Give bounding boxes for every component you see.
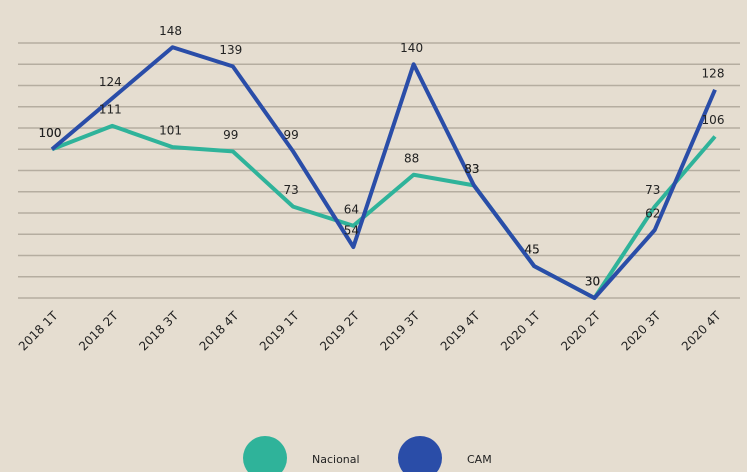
data-label: 128: [702, 66, 725, 80]
legend-label: CAM: [467, 453, 492, 466]
data-label: 64: [344, 202, 359, 216]
line: [51, 123, 717, 300]
data-label: 45: [525, 243, 540, 257]
data-label: 106: [702, 113, 725, 127]
legend-swatch: [243, 436, 287, 472]
x-tick-label: 2018 2T: [76, 308, 121, 353]
data-label: 148: [159, 24, 182, 38]
x-tick-label: 2019 2T: [317, 308, 362, 353]
legend-label: Nacional: [312, 453, 360, 466]
data-label: 100: [39, 126, 62, 140]
x-tick-label: 2020 3T: [619, 308, 664, 353]
data-label: 101: [159, 124, 182, 138]
data-label: 140: [400, 41, 423, 55]
x-tick-label: 2018 4T: [197, 308, 242, 353]
data-label: 54: [344, 224, 359, 238]
data-label: 45: [525, 243, 540, 257]
line: [50, 45, 717, 300]
data-label: 30: [585, 275, 600, 289]
x-tick-label: 2018 1T: [16, 308, 61, 353]
x-tick-label: 2020 1T: [498, 308, 543, 353]
x-tick-label: 2019 1T: [257, 308, 302, 353]
data-label: 62: [645, 207, 660, 221]
data-label: 124: [99, 75, 122, 89]
data-label: 99: [283, 128, 298, 142]
data-label: 83: [464, 162, 479, 176]
data-label: 83: [464, 162, 479, 176]
x-tick-label: 2018 3T: [136, 308, 181, 353]
data-label: 99: [223, 128, 238, 142]
x-tick-label: 2019 4T: [438, 308, 483, 353]
x-tick-label: 2020 2T: [558, 308, 603, 353]
x-tick-label: 2019 3T: [377, 308, 422, 353]
legend-swatch: [398, 436, 442, 472]
data-label: 100: [39, 126, 62, 140]
data-label: 139: [219, 43, 242, 57]
data-label: 88: [404, 151, 419, 165]
data-label: 30: [585, 275, 600, 289]
x-tick-label: 2020 4T: [679, 308, 724, 353]
data-label: 73: [283, 183, 298, 197]
data-label: 73: [645, 183, 660, 197]
data-label: 111: [99, 102, 122, 116]
